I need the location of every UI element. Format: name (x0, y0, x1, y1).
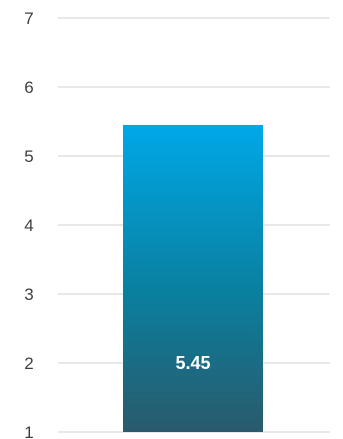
y-tick-label: 7 (24, 9, 33, 28)
data-labels: 5.45 (175, 353, 210, 373)
bar (123, 124, 263, 432)
y-tick-label: 1 (24, 423, 33, 439)
y-tick-label: 6 (24, 78, 33, 97)
bars (123, 124, 263, 432)
y-tick-label: 3 (24, 285, 33, 304)
y-tick-label: 4 (24, 216, 33, 235)
y-tick-label: 2 (24, 354, 33, 373)
y-tick-label: 5 (24, 147, 33, 166)
bar-value-label: 5.45 (175, 353, 210, 373)
y-axis-tick-labels: 1 2 3 4 5 6 7 (24, 9, 33, 439)
